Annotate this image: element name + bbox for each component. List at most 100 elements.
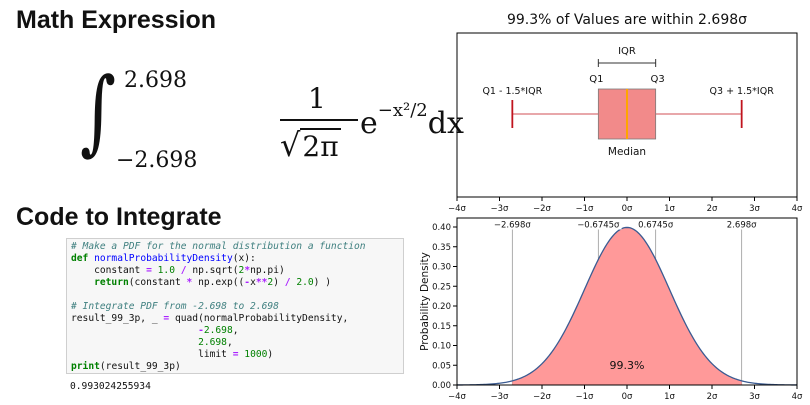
- code-token: limit: [71, 349, 233, 360]
- integral-formula: ∫ 2.698 −2.698 1 √2π e−x²/2dx: [80, 58, 464, 182]
- iqr-box: [597, 88, 657, 140]
- radical-sign: √: [280, 126, 301, 164]
- code-token: ) ): [313, 277, 331, 288]
- density-x-tick-label: 0σ: [622, 392, 633, 402]
- boxplot-frame: [456, 32, 798, 198]
- code-line: result_99_3p, _ = quad(normalProbability…: [71, 313, 399, 325]
- upper-limit: 2.698: [124, 68, 187, 93]
- reference-label-bg: [575, 218, 622, 230]
- boxplot-x-tick-label: 4σ: [792, 204, 803, 214]
- code-token: return: [94, 277, 129, 288]
- lower-limit: −2.698: [116, 148, 198, 173]
- upper-whisker-label: Q3 + 1.5*IQR: [710, 86, 775, 97]
- code-token: quad(normalProbabilityDensity,: [169, 313, 349, 324]
- reference-label: 2.698σ: [727, 221, 757, 231]
- code-line: constant = 1.0 / np.sqrt(2*np.pi): [71, 265, 399, 277]
- exp-base: e: [360, 106, 378, 141]
- code-to-integrate-heading: Code to Integrate: [16, 203, 222, 231]
- code-token: ,: [226, 337, 233, 348]
- reference-label: −2.698σ: [494, 221, 531, 231]
- reference-label-bg: [723, 218, 760, 230]
- density-x-tick-label: 2σ: [707, 392, 718, 402]
- code-token: ): [273, 277, 285, 288]
- code-token: 1.0: [157, 265, 175, 276]
- math-expression-heading: Math Expression: [16, 6, 217, 34]
- density-x-tick-label: −3σ: [491, 392, 510, 402]
- code-token: 2: [267, 277, 274, 288]
- density-x-tick-label: 1σ: [664, 392, 675, 402]
- fraction-denominator: √2π: [280, 126, 341, 164]
- code-token: normalProbabilityDensity: [94, 253, 233, 264]
- density-y-tick-label: 0.15: [432, 322, 451, 332]
- code-line: print(result_99_3p): [71, 361, 399, 373]
- lower-whisker-label: Q1 - 1.5*IQR: [482, 86, 542, 97]
- reference-label: 0.6745σ: [638, 221, 674, 231]
- density-y-tick-label: 0.30: [432, 263, 451, 273]
- shaded-area: [512, 227, 742, 385]
- code-token: np.sqrt(: [186, 265, 239, 276]
- code-token: (result_99_3p): [99, 361, 181, 372]
- code-token: ,: [232, 325, 239, 336]
- code-cell: # Make a PDF for the normal distribution…: [66, 238, 404, 374]
- code-token: (x):: [232, 253, 256, 264]
- code-token: result_99_3p, _: [71, 313, 164, 324]
- differential: dx: [427, 106, 464, 141]
- density-x-tick-label: −2σ: [533, 392, 552, 402]
- boxplot-x-tick-label: 1σ: [664, 204, 675, 214]
- code-token: -: [198, 325, 204, 336]
- code-token: =: [232, 349, 239, 360]
- boxplot-x-tick-label: −1σ: [576, 204, 595, 214]
- exponential-term: e−x²/2dx: [360, 100, 464, 141]
- code-token: **: [255, 277, 268, 288]
- reference-label-bg: [491, 218, 533, 230]
- code-token: [71, 337, 198, 348]
- code-token: 2.0: [296, 277, 314, 288]
- density-x-tick-label: −1σ: [576, 392, 595, 402]
- code-line: -2.698,: [71, 325, 399, 337]
- code-token: ): [267, 349, 274, 360]
- code-token: np.exp((: [192, 277, 245, 288]
- integral-sign: ∫: [80, 58, 116, 165]
- code-token: # Make a PDF for the normal distribution…: [71, 241, 366, 252]
- code-token: constant: [71, 265, 147, 276]
- boxplot-x-tick-label: −3σ: [491, 204, 510, 214]
- code-token: /: [284, 277, 291, 288]
- density-y-tick-label: 0.35: [432, 243, 451, 253]
- density-y-tick-label: 0.10: [432, 342, 451, 352]
- density-x-tick-label: −4σ: [448, 392, 467, 402]
- boxplot-x-tick-label: 3σ: [749, 204, 760, 214]
- code-token: 2: [238, 265, 245, 276]
- boxplot-x-tick-label: −2σ: [533, 204, 552, 214]
- boxplot-x-tick-label: 0σ: [622, 204, 633, 214]
- boxplot-x-tick-label: 2σ: [707, 204, 718, 214]
- code-token: =: [146, 265, 152, 276]
- code-token: [71, 277, 94, 288]
- code-block: # Make a PDF for the normal distribution…: [67, 239, 403, 375]
- q3-label: Q3: [651, 74, 665, 85]
- code-token: 1000: [244, 349, 268, 360]
- exp-exponent: −x²/2: [377, 100, 428, 121]
- density-x-tick-label: 3σ: [749, 392, 760, 402]
- reference-label: −0.6745σ: [577, 221, 620, 231]
- radicand: 2π: [300, 128, 341, 163]
- density-y-tick-label: 0.25: [432, 282, 451, 292]
- code-token: [71, 325, 198, 336]
- fraction-numerator: 1: [308, 82, 326, 115]
- code-token: *: [244, 265, 251, 276]
- density-y-tick-label: 0.40: [432, 223, 451, 233]
- code-token: # Integrate PDF from -2.698 to 2.698: [71, 301, 279, 312]
- density-y-axis-label: Probability Density: [419, 252, 431, 351]
- density-frame: [456, 217, 798, 386]
- density-x-tick-label: 4σ: [792, 392, 803, 402]
- code-token: -: [244, 277, 251, 288]
- iqr-label: IQR: [618, 46, 636, 57]
- code-line: return(constant * np.exp((-x**2) / 2.0) …: [71, 277, 399, 289]
- code-token: /: [180, 265, 187, 276]
- density-y-tick-label: 0.05: [432, 361, 451, 371]
- fraction-bar: [280, 119, 358, 121]
- code-output: 0.993024255934: [70, 381, 151, 392]
- density-y-tick-label: 0.00: [432, 381, 451, 391]
- code-line: limit = 1000): [71, 349, 399, 361]
- code-line: [71, 289, 399, 301]
- code-token: (constant: [128, 277, 187, 288]
